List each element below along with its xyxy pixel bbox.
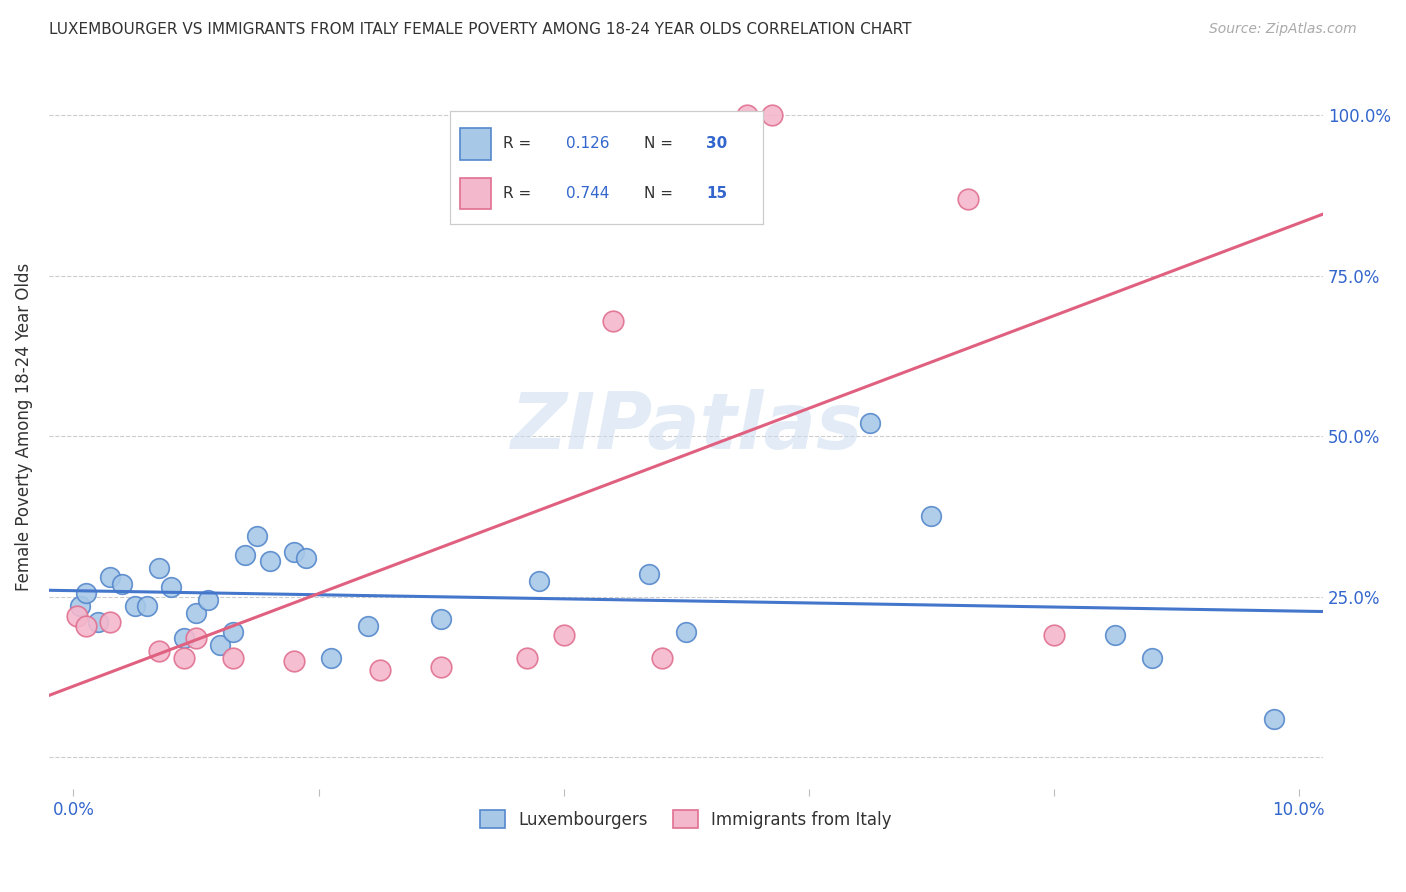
Point [75,586,97,600]
Point [124,599,146,614]
Point [283,654,305,668]
Point [111,577,134,591]
Point [222,625,245,640]
Point [956,192,979,206]
Point [98,615,121,630]
Point [184,606,207,620]
Point [136,599,159,614]
Point [430,612,453,626]
Point [761,108,783,122]
Point [69,599,91,614]
Text: ZIPatlas: ZIPatlas [510,389,862,465]
Point [148,561,170,575]
Point [1263,712,1285,726]
Point [516,650,538,665]
Point [259,554,281,568]
Point [75,618,97,632]
Point [737,108,759,122]
Point [319,650,342,665]
Y-axis label: Female Poverty Among 18-24 Year Olds: Female Poverty Among 18-24 Year Olds [15,262,32,591]
Point [675,625,697,640]
Point [920,509,942,524]
Point [173,632,195,646]
Point [553,628,575,642]
Point [283,545,305,559]
Point [602,314,624,328]
Point [295,551,318,566]
Point [1104,628,1126,642]
Point [222,650,245,665]
Point [66,609,89,624]
Point [527,574,550,588]
Point [197,593,219,607]
Point [184,632,207,646]
Point [356,618,378,632]
Point [368,664,391,678]
Point [87,615,110,630]
Legend: Luxembourgers, Immigrants from Italy: Luxembourgers, Immigrants from Italy [474,804,898,835]
Point [651,650,673,665]
Point [233,548,256,562]
Point [1140,650,1163,665]
Point [430,660,453,674]
Point [173,650,195,665]
Point [246,529,269,543]
Point [98,570,121,584]
Point [859,417,882,431]
Text: LUXEMBOURGER VS IMMIGRANTS FROM ITALY FEMALE POVERTY AMONG 18-24 YEAR OLDS CORRE: LUXEMBOURGER VS IMMIGRANTS FROM ITALY FE… [49,22,911,37]
Point [148,644,170,658]
Point [1042,628,1064,642]
Text: Source: ZipAtlas.com: Source: ZipAtlas.com [1209,22,1357,37]
Point [209,638,232,652]
Point [160,580,183,594]
Point [638,567,661,582]
